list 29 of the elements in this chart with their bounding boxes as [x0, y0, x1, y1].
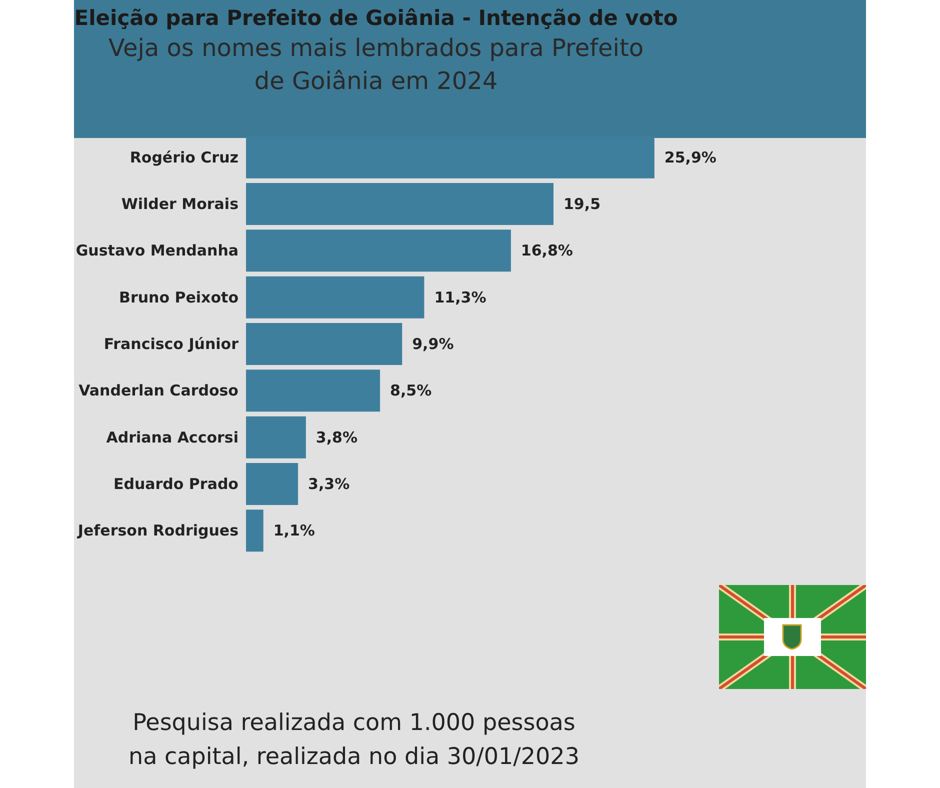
data-label: 1,1%	[273, 522, 315, 540]
data-label: 3,8%	[316, 428, 358, 446]
bar	[246, 183, 554, 225]
bar	[246, 370, 380, 412]
bar	[246, 323, 402, 365]
bar	[246, 276, 424, 318]
y-tick-label: Jeferson Rodrigues	[76, 522, 239, 540]
y-tick-label: Gustavo Mendanha	[76, 242, 238, 260]
data-label: 3,3%	[308, 475, 350, 493]
bar	[246, 230, 511, 272]
chart-subtitle: Veja os nomes mais lembrados para Prefeito de Goiânia em 2024	[108, 34, 644, 95]
data-label: 16,8%	[520, 242, 573, 260]
y-tick-label: Eduardo Prado	[113, 475, 238, 493]
data-label: 9,9%	[412, 335, 454, 353]
bar	[246, 416, 306, 458]
y-tick-label: Francisco Júnior	[104, 335, 240, 353]
data-label: 8,5%	[390, 382, 432, 400]
y-tick-label: Rogério Cruz	[130, 148, 239, 166]
data-label: 25,9%	[664, 148, 716, 166]
y-tick-label: Wilder Morais	[121, 195, 239, 213]
chart-title: Eleição para Prefeito de Goiânia - Intenção de voto	[74, 6, 678, 30]
y-tick-label: Vanderlan Cardoso	[78, 382, 238, 400]
bar	[246, 510, 264, 552]
data-label: 19,5	[564, 195, 601, 213]
y-tick-label: Adriana Accorsi	[106, 428, 238, 446]
data-label: 11,3%	[434, 288, 486, 306]
bar	[246, 463, 298, 505]
text: Pesquisa realizada com 1.000 pessoas na capital, realizada no dia 30/01/2023	[128, 709, 580, 772]
y-tick-label: Bruno Peixoto	[119, 288, 238, 306]
